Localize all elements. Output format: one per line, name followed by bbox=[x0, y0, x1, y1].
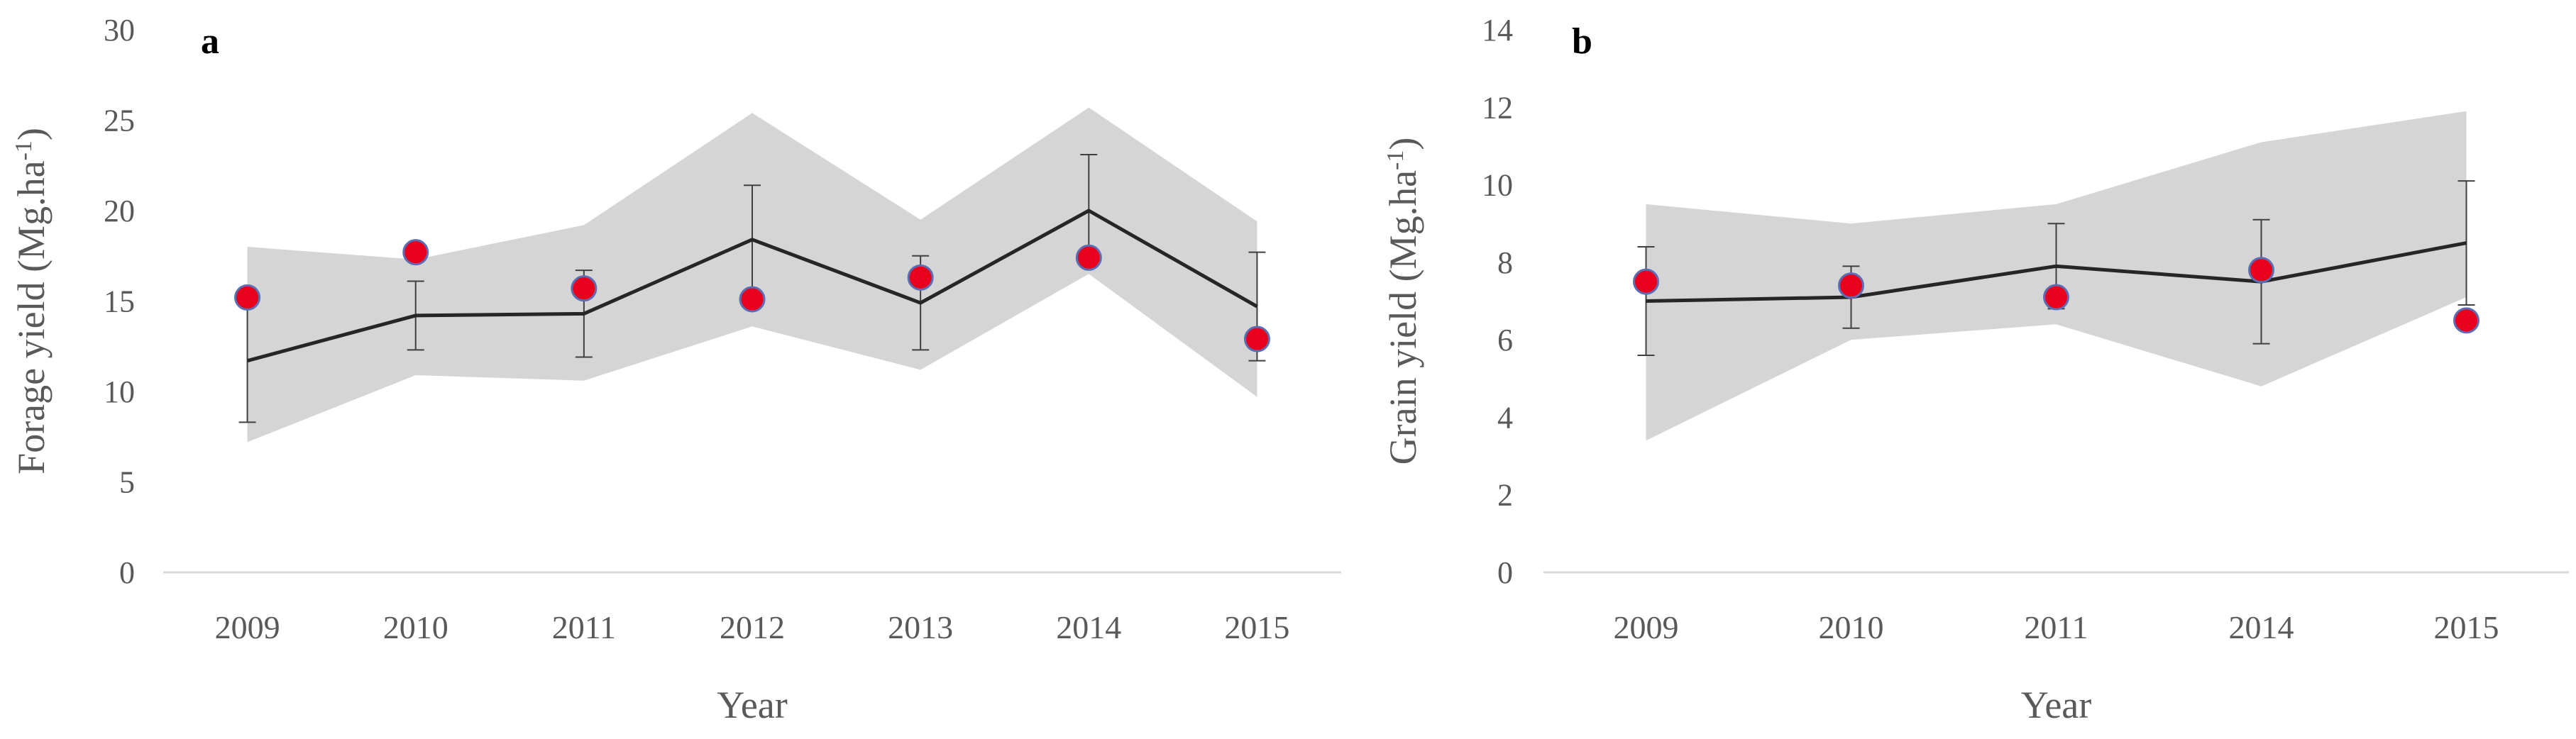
y-axis-label: Forage yield (Mg.ha-1) bbox=[10, 128, 53, 474]
y-axis-label-superscript: -1 bbox=[1382, 150, 1409, 170]
y-tick-label: 6 bbox=[1497, 323, 1513, 357]
panel-label: a bbox=[201, 21, 219, 62]
chart-a-svg: 0 5 10 15 20 25 30 2009 2010 2011 2012 2013 2014 2015… bbox=[10, 13, 1341, 726]
chart-panel-b: 0 2 4 6 8 10 12 14 2009 2010 2011 2014 2015 b Year Grai… bbox=[1348, 0, 2576, 735]
data-point bbox=[1243, 326, 1270, 352]
series-line-observed-mean bbox=[1646, 241, 2467, 303]
y-tick-label: 20 bbox=[104, 194, 135, 228]
x-axis-label: Year bbox=[2021, 684, 2092, 726]
y-tick-label: 10 bbox=[104, 374, 135, 409]
x-tick-label: 2012 bbox=[720, 609, 785, 645]
data-point bbox=[402, 239, 429, 266]
y-tick-label: 5 bbox=[119, 465, 135, 500]
x-axis-label: Year bbox=[717, 684, 788, 726]
y-tick-label: 8 bbox=[1497, 245, 1513, 280]
chart-panel-a: 0 5 10 15 20 25 30 2009 2010 2011 2012 2013 2014 2015… bbox=[10, 13, 1341, 726]
y-axis-label-main: Forage yield (Mg.ha bbox=[10, 160, 53, 474]
x-tick-label: 2014 bbox=[2229, 609, 2294, 645]
y-axis-label-superscript: -1 bbox=[11, 140, 37, 160]
chart-b-svg: 0 2 4 6 8 10 12 14 2009 2010 2011 2014 2015 b Year Grai… bbox=[1382, 13, 2569, 726]
series-line-observed-mean bbox=[246, 209, 1258, 363]
y-tick-label: 10 bbox=[1482, 168, 1513, 203]
x-tick-label: 2010 bbox=[1819, 609, 1884, 645]
data-point bbox=[907, 264, 934, 291]
y-tick-label: 12 bbox=[1482, 90, 1513, 125]
x-tick-label: 2011 bbox=[552, 609, 616, 645]
data-point bbox=[739, 286, 766, 313]
x-tick-label: 2010 bbox=[383, 609, 448, 645]
x-tick-label: 2009 bbox=[1614, 609, 1679, 645]
data-point bbox=[2043, 284, 2069, 311]
data-point bbox=[234, 284, 261, 311]
y-tick-label: 30 bbox=[104, 13, 135, 48]
data-point bbox=[2453, 307, 2479, 334]
y-tick-label: 0 bbox=[119, 555, 135, 590]
x-tick-label: 2011 bbox=[2024, 609, 2088, 645]
y-axis-label: Grain yield (Mg.ha-1) bbox=[1382, 138, 1424, 465]
x-tick-label: 2009 bbox=[215, 609, 280, 645]
y-tick-label: 25 bbox=[104, 104, 135, 138]
y-tick-label: 2 bbox=[1497, 478, 1513, 513]
data-point bbox=[1633, 268, 1659, 295]
x-tick-label: 2014 bbox=[1056, 609, 1121, 645]
y-tick-label: 15 bbox=[104, 284, 135, 319]
panel-label: b bbox=[1572, 21, 1592, 62]
data-point bbox=[571, 275, 598, 302]
x-tick-label: 2015 bbox=[1224, 609, 1289, 645]
y-axis-label-close: ) bbox=[10, 128, 53, 140]
data-point bbox=[1838, 272, 1864, 299]
y-tick-label: 14 bbox=[1482, 13, 1513, 48]
y-tick-label: 0 bbox=[1497, 555, 1513, 590]
y-axis-label-main: Grain yield (Mg.ha bbox=[1382, 170, 1424, 465]
x-tick-label: 2015 bbox=[2434, 609, 2499, 645]
data-point bbox=[2248, 257, 2274, 284]
y-axis-label-close: ) bbox=[1382, 138, 1424, 150]
data-point bbox=[1075, 244, 1102, 271]
y-tick-label: 4 bbox=[1497, 400, 1513, 435]
x-tick-label: 2013 bbox=[888, 609, 953, 645]
